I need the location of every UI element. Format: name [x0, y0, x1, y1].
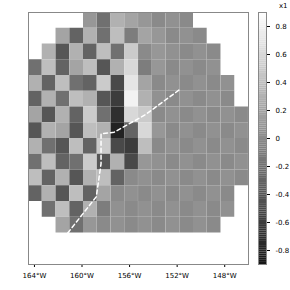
svg-text:0.4: 0.4: [276, 79, 288, 87]
svg-text:160°W: 160°W: [70, 272, 94, 280]
svg-text:x1: x1: [279, 2, 288, 10]
svg-text:-0.2: -0.2: [276, 163, 290, 171]
svg-text:0.6: 0.6: [276, 51, 288, 59]
svg-text:-0.4: -0.4: [276, 191, 290, 199]
svg-text:148°W: 148°W: [213, 272, 237, 280]
svg-text:0.2: 0.2: [276, 107, 287, 115]
svg-text:-0.8: -0.8: [276, 247, 290, 255]
svg-text:0.8: 0.8: [276, 23, 287, 31]
svg-text:156°W: 156°W: [118, 272, 142, 280]
svg-text:152°W: 152°W: [165, 272, 189, 280]
svg-text:-0.6: -0.6: [276, 219, 290, 227]
svg-text:164°W: 164°W: [23, 272, 47, 280]
svg-text:0: 0: [276, 135, 280, 143]
